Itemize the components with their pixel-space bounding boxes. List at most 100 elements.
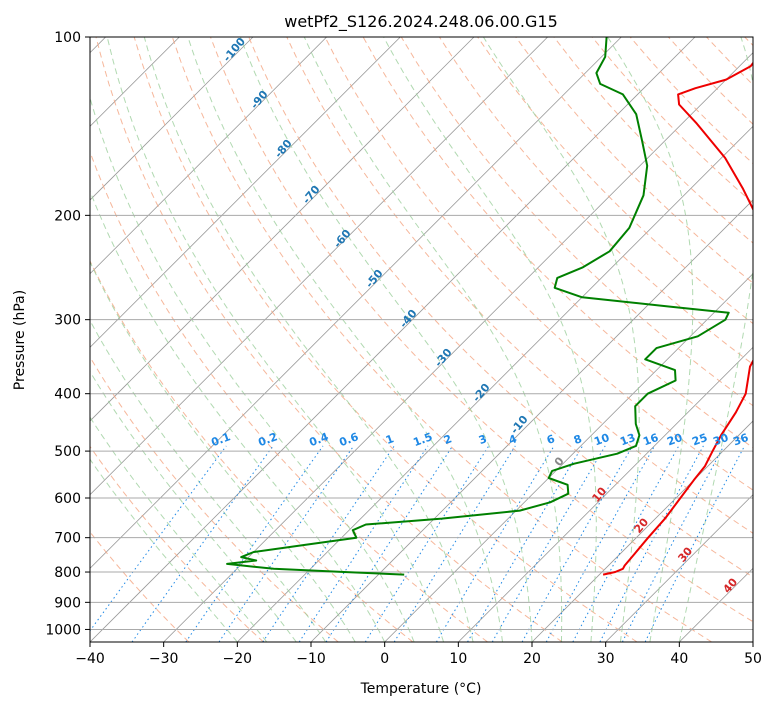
sounding-profiles — [226, 37, 753, 576]
dry-adiabat-line — [90, 150, 488, 642]
isotherm-line — [90, 37, 622, 569]
pressure-gridlines — [90, 37, 753, 630]
dry-adiabat-line — [90, 531, 190, 642]
isotherm-line — [605, 494, 753, 642]
mixing-ratio-label: 0.2 — [256, 430, 279, 449]
x-tick-label: −30 — [149, 651, 179, 667]
mixing-ratio-label: 16 — [641, 431, 660, 449]
plot-frame — [89, 36, 754, 643]
isotherm-line — [384, 273, 753, 642]
x-tick-label: 10 — [449, 651, 467, 667]
moist-adiabat-line — [143, 37, 474, 642]
dewpoint-profile-line — [226, 37, 730, 576]
dry-adiabat-line — [438, 37, 753, 366]
y-tick-label: 1000 — [45, 622, 81, 638]
mixing-ratio-line — [262, 445, 395, 642]
y-axis-ticks: 100 200 300 400 500 600 700 800 900 1000 — [45, 30, 90, 638]
x-tick-label: −10 — [296, 651, 326, 667]
x-axis-ticks: −40 −30 −20 −10 0 10 20 30 40 50 — [75, 642, 762, 667]
mixing-ratio-label: 10 — [592, 431, 611, 449]
dry-adiabat-label: -20 — [470, 381, 493, 405]
dry-adiabat-line — [90, 356, 339, 642]
moist-adiabat-line — [187, 37, 503, 642]
moist-adiabat-line — [90, 189, 386, 642]
mixing-ratio-line — [325, 445, 454, 642]
dry-adiabat-label: -40 — [397, 307, 420, 331]
x-tick-label: −40 — [75, 651, 105, 667]
isotherm-line — [163, 52, 753, 642]
dry-adiabat-line — [133, 37, 638, 642]
dry-adiabat-label: -100 — [220, 35, 248, 65]
mixing-ratio-line — [185, 445, 324, 642]
dry-adiabat-line — [95, 37, 563, 642]
mixing-ratio-label: 1.5 — [411, 430, 434, 449]
dry-adiabat-line — [210, 37, 753, 623]
mixing-ratio-label: 36 — [731, 431, 750, 449]
dry-adiabat-line — [90, 259, 414, 642]
y-tick-label: 100 — [54, 30, 81, 46]
y-tick-label: 500 — [54, 444, 81, 460]
y-tick-label: 300 — [54, 313, 81, 329]
dry-adiabat-label: -50 — [363, 267, 386, 291]
dry-adiabat-line — [171, 37, 712, 642]
y-tick-label: 900 — [54, 595, 81, 611]
isotherm-line — [310, 199, 753, 642]
moist-adiabat-line — [90, 416, 268, 642]
x-tick-label: 0 — [380, 651, 389, 667]
mixing-ratio-line — [599, 445, 704, 642]
x-tick-label: 20 — [523, 651, 541, 667]
moist-adiabat-line — [90, 319, 327, 642]
mixing-ratio-line — [572, 445, 680, 642]
mixing-ratio-line — [435, 445, 555, 642]
dry-adiabat-line — [324, 37, 753, 491]
mixing-ratio-line — [521, 445, 633, 642]
y-tick-label: 200 — [54, 208, 81, 224]
x-tick-label: 40 — [670, 651, 688, 667]
mixing-ratio-line — [298, 445, 429, 642]
dry-adiabat-line — [744, 37, 753, 47]
chart-title: wetPf2_S126.2024.248.06.00.G15 — [284, 12, 558, 32]
dry-adiabat-line — [515, 37, 753, 284]
dry-adiabat-label: -90 — [248, 88, 271, 112]
mixing-ratio-label: 0.4 — [307, 430, 330, 449]
isotherm-line — [531, 420, 753, 642]
moist-adiabat-line — [303, 37, 563, 642]
y-tick-label: 600 — [54, 491, 81, 507]
mixing-ratio-line — [545, 445, 656, 642]
temperature-profile-line — [602, 61, 753, 576]
moist-adiabat-line — [678, 37, 753, 642]
mixing-ratio-label: 2 — [442, 432, 454, 447]
x-tick-label: −20 — [223, 651, 253, 667]
mixing-ratio-label: 1 — [384, 432, 396, 447]
dry-adiabat-line — [286, 37, 753, 534]
isotherm-line — [679, 567, 753, 642]
mixing-ratio-label: 20 — [665, 431, 684, 449]
y-tick-label: 700 — [54, 531, 81, 547]
isotherm-line — [90, 37, 401, 348]
isotherm-line — [90, 37, 548, 496]
reference-lines — [90, 37, 753, 642]
mixing-ratio-label: 4 — [507, 432, 519, 447]
mixing-ratio-label: 30 — [711, 431, 730, 449]
moist-adiabat-line — [90, 458, 238, 642]
mixing-ratio-line — [644, 445, 746, 642]
mixing-ratio-label: 8 — [572, 432, 584, 447]
dry-adiabat-label: -60 — [331, 227, 354, 251]
moist-adiabat-line — [90, 260, 356, 642]
dry-adiabat-label: 10 — [589, 484, 609, 504]
mixing-ratio-label: 0.1 — [209, 430, 232, 449]
moist-adiabat-line — [90, 370, 297, 642]
isotherm-line — [90, 37, 696, 642]
y-tick-label: 400 — [54, 387, 81, 403]
dry-adiabat-label: 30 — [675, 544, 695, 564]
moist-adiabat-line — [383, 37, 597, 642]
mixing-ratio-line — [491, 445, 606, 642]
isotherm-line — [237, 125, 753, 642]
isotherm-line — [90, 37, 475, 422]
dry-adiabat-line — [90, 445, 264, 642]
mixing-ratio-label: 25 — [690, 431, 709, 448]
isotherm-line — [458, 346, 753, 642]
dry-adiabat-label: -70 — [300, 183, 323, 207]
